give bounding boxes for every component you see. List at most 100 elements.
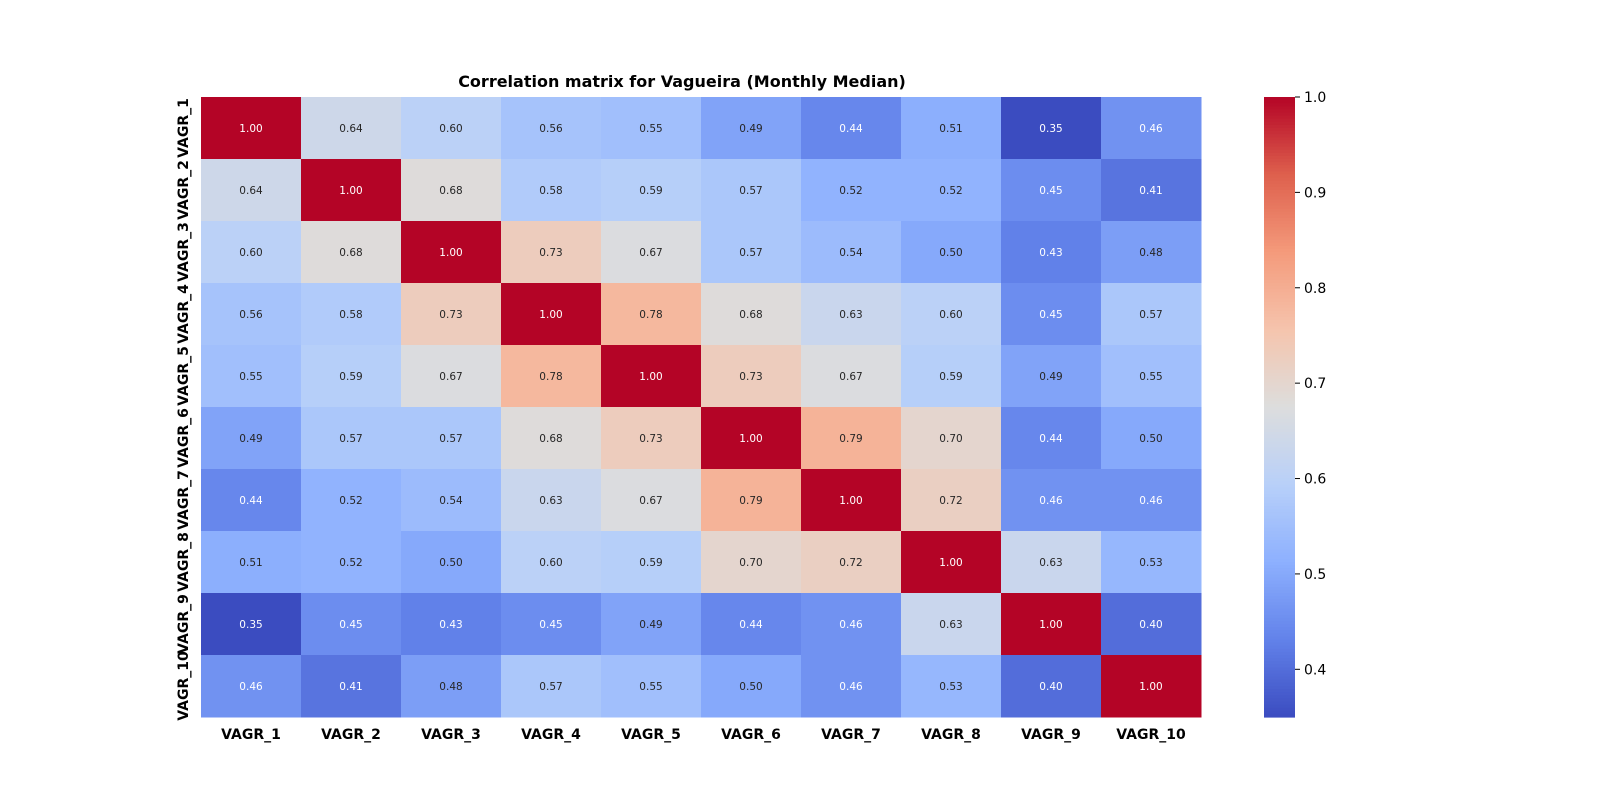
colorbar-segment [1264, 177, 1295, 182]
cell-value-label: 0.59 [639, 185, 662, 197]
colorbar-segment [1264, 205, 1295, 210]
cell-value-label: 0.68 [539, 433, 562, 445]
heatmap-cell [701, 531, 802, 594]
heatmap-cell [501, 345, 602, 408]
cell-value-label: 0.72 [939, 495, 962, 507]
heatmap-cell [401, 345, 502, 408]
cell-value-label: 0.48 [1139, 247, 1162, 259]
colorbar-segment [1264, 369, 1295, 374]
colorbar-segment [1264, 379, 1295, 383]
colorbar-segment [1264, 276, 1295, 281]
colorbar-segment [1264, 248, 1295, 253]
cell-value-label: 0.70 [939, 433, 962, 445]
colorbar-segment [1264, 121, 1295, 126]
colorbar-segment [1264, 140, 1295, 145]
heatmap-cell [701, 469, 802, 532]
colorbar-segment [1264, 345, 1295, 349]
cell-value-label: 0.52 [939, 185, 962, 197]
colorbar-segment [1264, 667, 1295, 672]
colorbar-segment [1264, 100, 1295, 104]
cell-value-label: 0.63 [839, 309, 862, 321]
colorbar-segment [1264, 199, 1295, 203]
cell-value-label: 0.63 [539, 495, 562, 507]
colorbar-segment [1264, 397, 1295, 402]
colorbar-segment [1264, 152, 1295, 157]
colorbar-segment [1264, 292, 1295, 296]
x-tick-label: VAGR_10 [1116, 727, 1186, 743]
heatmap-cell [701, 97, 802, 160]
colorbar-segment [1264, 441, 1295, 445]
colorbar-segment [1264, 376, 1295, 380]
colorbar-segment [1264, 596, 1295, 600]
cell-value-label: 0.60 [439, 123, 462, 135]
colorbar-segment [1264, 608, 1295, 613]
heatmap-cell [301, 221, 402, 284]
cell-value-label: 0.50 [1139, 433, 1162, 445]
colorbar-segment [1264, 500, 1295, 504]
colorbar-segment [1264, 335, 1295, 340]
heatmap-cell [901, 97, 1002, 160]
colorbar-segment [1264, 326, 1295, 331]
heatmap-cell [901, 407, 1002, 470]
cell-value-label: 0.73 [739, 371, 762, 383]
cell-value-label: 0.35 [1039, 123, 1062, 135]
cell-value-label: 0.79 [739, 495, 762, 507]
colorbar-segment [1264, 593, 1295, 597]
cell-value-label: 0.57 [739, 185, 762, 197]
colorbar-segment [1264, 627, 1295, 631]
colorbar-segment [1264, 134, 1295, 138]
colorbar-segment [1264, 211, 1295, 216]
y-tick-label: VAGR_10 [176, 651, 192, 721]
colorbar-segment [1264, 413, 1295, 417]
heatmap-cell [1001, 345, 1102, 408]
colorbar-segment [1264, 624, 1295, 628]
cell-value-label: 0.56 [239, 309, 263, 321]
colorbar-segment [1264, 329, 1295, 334]
cell-value-label: 0.46 [839, 681, 863, 693]
colorbar-segment [1264, 472, 1295, 476]
colorbar-segment [1264, 301, 1295, 306]
colorbar-segment [1264, 131, 1295, 135]
heatmap-cell [601, 345, 702, 408]
colorbar-tick-label: 0.9 [1304, 185, 1326, 201]
cell-value-label: 1.00 [839, 495, 862, 507]
colorbar-segment [1264, 416, 1295, 420]
heatmap-cell [401, 531, 502, 594]
colorbar-segment [1264, 515, 1295, 520]
cell-value-label: 0.49 [1039, 371, 1062, 383]
cell-value-label: 0.45 [339, 619, 362, 631]
cell-value-label: 1.00 [639, 371, 662, 383]
colorbar-segment [1264, 490, 1295, 495]
colorbar-segment [1264, 270, 1295, 275]
heatmap-cell [401, 469, 502, 532]
heatmap-cell [301, 283, 402, 346]
heatmap-cell [801, 345, 902, 408]
colorbar-segment [1264, 407, 1295, 411]
colorbar-segment [1264, 710, 1295, 715]
colorbar-segment [1264, 552, 1295, 557]
cell-value-label: 1.00 [439, 247, 462, 259]
x-tick-label: VAGR_2 [321, 727, 381, 743]
cell-value-label: 0.44 [239, 495, 263, 507]
y-tick-label: VAGR_8 [176, 532, 192, 592]
colorbar-segment [1264, 651, 1295, 656]
colorbar-segment [1264, 106, 1295, 110]
colorbar-segment [1264, 633, 1295, 637]
cell-value-label: 0.43 [1039, 247, 1062, 259]
cell-value-label: 0.52 [339, 557, 362, 569]
cell-value-label: 0.53 [1139, 557, 1162, 569]
colorbar-segment [1264, 295, 1295, 300]
heatmap-cell [1101, 655, 1202, 718]
cell-value-label: 0.53 [939, 681, 962, 693]
colorbar-segment [1264, 574, 1295, 579]
cell-value-label: 0.55 [639, 681, 662, 693]
cell-value-label: 0.40 [1139, 619, 1162, 631]
heatmap-cell [501, 593, 602, 656]
cell-value-label: 0.55 [239, 371, 262, 383]
heatmap-cell [201, 655, 302, 718]
cell-value-label: 0.73 [439, 309, 462, 321]
y-tick-label: VAGR_2 [176, 160, 192, 220]
colorbar-segment [1264, 214, 1295, 219]
colorbar-segment [1264, 264, 1295, 269]
cell-value-label: 0.52 [839, 185, 862, 197]
